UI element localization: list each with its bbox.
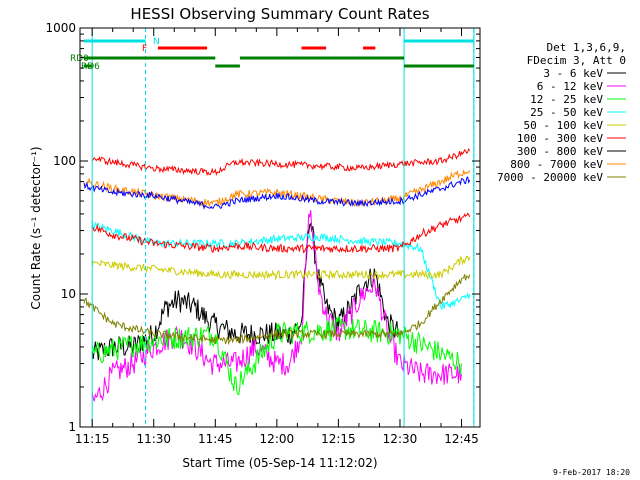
extra-series-line-0 [83, 176, 471, 210]
legend-header-0: Det 1,3,6,9, [547, 41, 626, 54]
y-axis-label: Count Rate (s⁻¹ detector⁻¹) [29, 146, 43, 309]
y-tick-label-3: 1000 [45, 21, 76, 35]
y-tick-label-0: 1 [68, 420, 76, 434]
flag-label-f: F [142, 44, 147, 54]
x-tick-label-4: 12:15 [321, 432, 356, 446]
flag-label-rd6: RD6 [81, 62, 100, 72]
x-tick-label-5: 12:30 [383, 432, 418, 446]
series-line-5 [91, 212, 471, 254]
series-layer [83, 148, 471, 402]
x-tick-label-0: 11:15 [75, 432, 110, 446]
legend-label-5: 100 - 300 keV [517, 132, 603, 145]
series-line-7 [83, 168, 471, 208]
chart-title: HESSI Observing Summary Count Rates [130, 5, 429, 23]
x-tick-label-1: 11:30 [136, 432, 171, 446]
series-line-4 [91, 255, 471, 281]
legend-label-7: 800 - 7000 keV [510, 158, 603, 171]
flag-label-n: N [153, 37, 160, 47]
series-line-1 [91, 209, 462, 402]
legend-label-3: 25 - 50 keV [530, 106, 603, 119]
series-line-8 [83, 274, 471, 346]
plot-frame [79, 27, 481, 428]
y-tick-label-1: 10 [61, 287, 76, 301]
legend-label-8: 7000 - 20000 keV [497, 171, 603, 184]
legend-label-4: 50 - 100 keV [524, 119, 604, 132]
x-tick-label-3: 12:00 [260, 432, 295, 446]
x-axis-label: Start Time (05-Sep-14 11:12:02) [182, 456, 377, 470]
legend-label-6: 300 - 800 keV [517, 145, 603, 158]
axis-layer: 11:15 11:30 11:45 12:00 12:15 12:30 12:45 1 10 10… [45, 21, 480, 446]
legend-header-1: FDecim 3, Att 0 [527, 54, 626, 67]
x-tick-label-2: 11:45 [198, 432, 233, 446]
extra-series-line-1 [91, 148, 471, 177]
legend-label-2: 12 - 25 keV [530, 93, 603, 106]
x-tick-label-6: 12:45 [444, 432, 479, 446]
series-line-0 [91, 222, 401, 361]
series-line-2 [91, 316, 462, 396]
legend-label-0: 3 - 6 keV [543, 67, 603, 80]
y-tick-label-2: 100 [53, 154, 76, 168]
legend-label-1: 6 - 12 keV [537, 80, 604, 93]
footer-date: 9-Feb-2017 18:20 [553, 468, 630, 477]
